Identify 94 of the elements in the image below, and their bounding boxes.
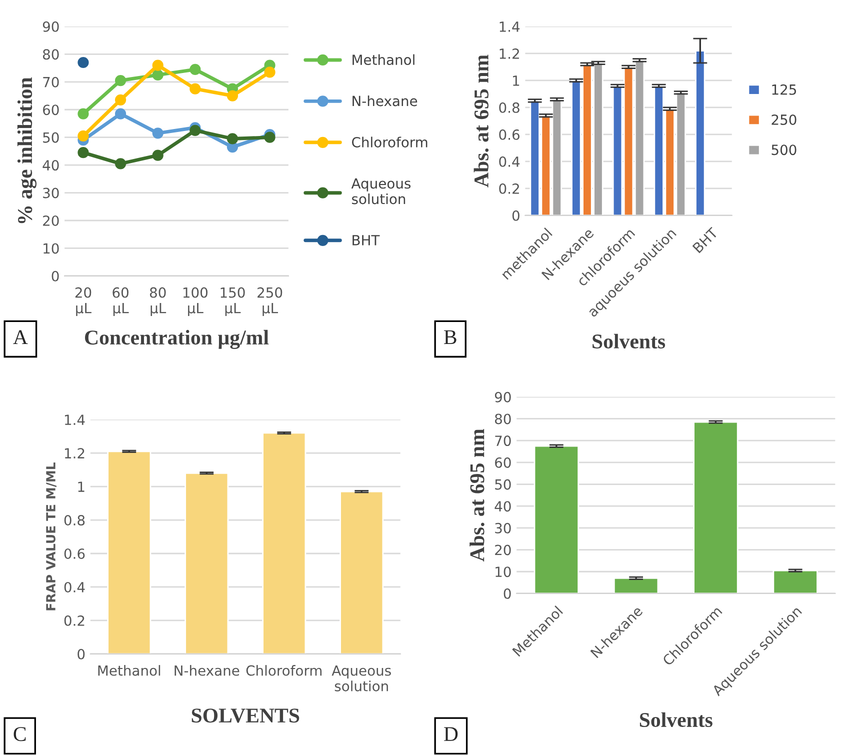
x-axis-title: Solvents <box>640 712 712 728</box>
y-tick-label: 50 <box>43 132 59 143</box>
legend-label: Aqueous solution <box>351 178 411 204</box>
y-tick-label: 0.6 <box>64 548 85 559</box>
x-tick-label: N-hexane <box>174 665 240 676</box>
y-tick-label: 0 <box>512 210 520 221</box>
x-tick-label: 250 µL <box>258 287 282 316</box>
y-tick-label: 30 <box>495 522 511 534</box>
text: B <box>444 330 456 344</box>
y-axis-title: % age inhibition <box>17 77 36 224</box>
y-tick-label: 60 <box>43 104 59 116</box>
y-tick-label: 80 <box>495 414 511 424</box>
bar <box>184 472 229 654</box>
point <box>152 128 164 139</box>
y-tick-label: 0.8 <box>499 102 520 113</box>
y-tick-label: 0.2 <box>499 183 519 194</box>
x-tick-label: 150 µL <box>220 287 245 316</box>
y-tick-label: 1.2 <box>64 448 84 458</box>
x-tick-label: 60 µL <box>112 287 129 316</box>
bar <box>693 421 738 594</box>
point <box>114 108 126 120</box>
y-tick-label: 0 <box>504 588 511 599</box>
y-tick-label: 60 <box>495 457 511 468</box>
point <box>190 83 201 94</box>
y-tick-label: 50 <box>495 479 511 490</box>
legend-label: N-hexane <box>352 95 418 106</box>
y-tick-label: 1 <box>513 76 520 86</box>
y-tick-label: 20 <box>43 215 59 226</box>
bar <box>695 50 706 216</box>
y-tick-label: 20 <box>495 544 511 556</box>
y-tick-label: 0 <box>78 648 85 660</box>
point <box>226 133 238 144</box>
point <box>78 108 89 120</box>
bar <box>613 577 659 594</box>
y-tick-label: 90 <box>494 392 511 402</box>
bar <box>772 570 818 594</box>
y-tick-label: 0.8 <box>64 514 85 526</box>
x-axis-title: Concentration µg/ml <box>85 330 269 349</box>
point <box>190 64 201 75</box>
x-tick-label: 80 µL <box>150 287 166 316</box>
bar <box>107 450 152 654</box>
y-tick-label: 0.4 <box>64 582 85 592</box>
y-axis-title: Abs. at 695 nm <box>474 54 489 188</box>
point <box>114 74 126 86</box>
x-axis-title: SOLVENTS <box>192 708 300 723</box>
legend-label: Chloroform <box>352 136 428 148</box>
y-tick-label: 10 <box>496 566 511 578</box>
point <box>114 94 126 106</box>
legend-label: BHT <box>352 235 380 246</box>
x-tick-label: 20 µL <box>75 287 92 316</box>
text: A <box>13 330 28 344</box>
point <box>152 60 164 71</box>
y-tick-label: 70 <box>495 436 511 446</box>
x-tick-label: Aqueous solution <box>332 665 391 692</box>
y-tick-label: 1 <box>78 482 84 492</box>
point <box>78 56 89 68</box>
y-tick-label: 1.4 <box>64 414 85 425</box>
point <box>78 147 89 158</box>
y-tick-label: 70 <box>43 76 59 88</box>
point <box>152 150 164 161</box>
x-tick-label: Chloroform <box>246 665 322 676</box>
text: D <box>444 727 458 741</box>
bar <box>262 432 306 654</box>
legend-label: Methanol <box>352 54 414 66</box>
legend-label: 125 <box>772 84 796 95</box>
x-axis-title: Solvents <box>592 334 666 349</box>
legend-label: 250 <box>772 114 796 125</box>
text: C <box>14 727 26 742</box>
y-tick-label: 1.2 <box>500 48 519 59</box>
bar <box>340 490 384 654</box>
y-tick-label: 80 <box>42 49 59 60</box>
y-tick-label: 0.2 <box>64 615 84 626</box>
point <box>78 130 89 142</box>
bar <box>534 445 580 594</box>
y-tick-label: 1.4 <box>500 22 520 32</box>
y-tick-label: 40 <box>42 160 59 171</box>
point <box>190 124 201 136</box>
point <box>226 90 238 102</box>
y-axis-title: FRAP VALUE TE M/ML <box>46 462 56 610</box>
point <box>152 69 164 81</box>
point <box>114 158 126 170</box>
y-tick-label: 90 <box>42 21 59 32</box>
x-tick-label: Methanol <box>98 665 160 676</box>
point <box>264 66 276 78</box>
y-tick-label: 0 <box>52 270 59 282</box>
point <box>264 132 276 143</box>
y-axis-title: Abs. at 695 nm <box>470 428 484 562</box>
y-tick-label: 0.4 <box>499 156 520 167</box>
legend-label: 500 <box>772 144 796 156</box>
y-tick-label: 0.6 <box>499 129 520 140</box>
y-tick-label: 40 <box>494 501 511 512</box>
x-tick-label: 100 µL <box>183 287 208 316</box>
y-tick-label: 30 <box>43 188 59 198</box>
y-tick-label: 10 <box>44 243 59 254</box>
